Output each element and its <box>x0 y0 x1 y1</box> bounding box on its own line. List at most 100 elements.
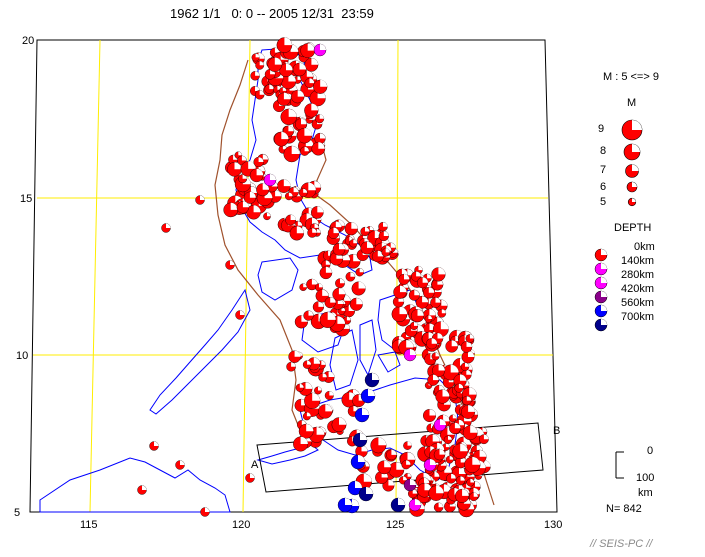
earthquake-marker-28 <box>255 60 265 70</box>
earthquake-marker-200 <box>315 283 324 292</box>
depth-symbol-700km <box>594 318 608 332</box>
earthquake-marker-33 <box>304 78 315 89</box>
earthquake-marker-157 <box>378 221 388 232</box>
earthquake-marker-60 <box>291 89 305 104</box>
earthquake-marker-34 <box>251 53 260 62</box>
depth-symbol-0km <box>594 248 608 262</box>
earthquake-marker-513 <box>175 460 185 470</box>
earthquake-marker-196 <box>306 278 318 291</box>
earthquake-marker-512 <box>149 441 159 451</box>
earthquake-marker-182 <box>355 268 364 277</box>
footer-credit: // SEIS-PC // <box>590 538 653 550</box>
earthquake-marker-101 <box>238 174 248 184</box>
earthquake-marker-477 <box>288 350 301 363</box>
earthquake-marker-254 <box>409 321 419 331</box>
magnitude-5-symbol <box>627 197 637 207</box>
magnitude-8-symbol <box>623 143 641 161</box>
magnitude-label-6: 6 <box>600 181 607 193</box>
earthquake-marker-66 <box>273 131 289 147</box>
depth-symbol-280km <box>594 276 608 290</box>
earthquake-marker-479 <box>302 360 312 369</box>
earthquake-marker-322 <box>460 341 473 353</box>
earthquake-marker-177 <box>332 242 346 256</box>
earthquake-marker-36 <box>292 62 307 77</box>
earthquake-marker-201 <box>315 289 329 303</box>
earthquake-marker-109 <box>263 212 271 221</box>
earthquake-marker-498 <box>433 502 444 512</box>
profile-label-a: A <box>251 459 259 471</box>
earthquake-marker-173 <box>344 222 358 236</box>
earthquake-marker-510 <box>161 223 171 233</box>
earthquake-marker-465 <box>324 391 334 401</box>
earthquake-marker-69 <box>296 127 313 144</box>
earthquake-marker-310 <box>461 350 475 364</box>
earthquake-marker-27 <box>300 43 316 58</box>
earthquake-marker-99 <box>236 201 250 214</box>
magnitude-header: M <box>627 97 637 109</box>
magnitude-6-symbol <box>626 181 638 193</box>
earthquake-marker-518 <box>245 473 255 483</box>
earthquake-marker-131 <box>256 183 270 197</box>
earthquake-marker-127 <box>307 227 318 238</box>
earthquake-marker-476 <box>295 383 304 392</box>
magnitude-label-9: 9 <box>598 123 605 135</box>
distance-scale-bar <box>615 451 624 479</box>
magnitude-label-5: 5 <box>600 196 607 208</box>
legend-magnitude-symbols <box>621 119 643 207</box>
depth-label-280: 280km <box>621 269 655 281</box>
earthquake-marker-72 <box>300 146 310 156</box>
earthquake-marker-516 <box>225 260 235 270</box>
earthquake-marker-175 <box>378 230 389 242</box>
earthquake-marker-207 <box>345 271 356 282</box>
earthquake-marker-25 <box>264 69 276 80</box>
magnitude-range: M : 5 <=> 9 <box>603 71 659 83</box>
earthquake-marker-515 <box>200 507 210 517</box>
earthquake-marker-530 <box>350 454 366 470</box>
earthquake-marker-402 <box>452 443 469 460</box>
earthquake-marker-179 <box>381 248 390 257</box>
scale-label-0: 0 <box>647 445 654 457</box>
earthquake-marker-104 <box>253 156 264 168</box>
earthquake-marker-457 <box>318 404 333 419</box>
earthquake-marker-390 <box>443 435 453 444</box>
depth-label-700: 700km <box>621 311 655 323</box>
profile-label-b: B <box>553 425 560 437</box>
earthquake-marker-29 <box>255 90 265 100</box>
earthquake-marker-205 <box>332 287 346 301</box>
earthquake-marker-500 <box>469 492 479 502</box>
magnitude-7-symbol <box>625 164 639 178</box>
earthquake-marker-519 <box>313 43 327 57</box>
earthquake-marker-24 <box>304 57 319 72</box>
earthquake-marker-240 <box>415 295 429 309</box>
depth-label-420: 420km <box>621 283 655 295</box>
depth-header: DEPTH <box>614 222 652 234</box>
earthquake-marker-526 <box>364 372 380 388</box>
earthquake-marker-318 <box>460 362 470 371</box>
earthquake-marker-383 <box>462 425 478 441</box>
earthquake-marker-330 <box>461 404 476 419</box>
earthquake-marker-527 <box>360 388 376 404</box>
earthquake-marker-134 <box>289 226 304 241</box>
earthquake-marker-39 <box>276 37 293 53</box>
lon-tick-125: 125 <box>386 519 404 531</box>
earthquake-marker-199 <box>312 301 325 313</box>
earthquake-marker-67 <box>311 141 326 156</box>
depth-symbol-560km <box>594 304 608 318</box>
earthquake-marker-456 <box>298 423 314 439</box>
earthquake-marker-226 <box>437 308 447 318</box>
earthquake-marker-55 <box>283 145 300 163</box>
earthquake-marker-23 <box>279 63 293 77</box>
earthquake-marker-371 <box>445 455 454 464</box>
depth-symbol-420km <box>594 290 608 304</box>
earthquake-markers <box>137 37 491 518</box>
earthquake-marker-463 <box>331 417 347 433</box>
earthquake-marker-313 <box>442 364 459 381</box>
earthquake-marker-248 <box>424 315 433 323</box>
event-count: N= 842 <box>606 503 642 515</box>
earthquake-marker-532 <box>358 486 374 502</box>
earthquake-marker-508 <box>428 485 444 501</box>
earthquake-marker-432 <box>377 460 392 475</box>
earthquake-marker-124 <box>298 188 308 197</box>
earthquake-marker-332 <box>453 374 467 388</box>
earthquake-marker-461 <box>293 436 309 452</box>
